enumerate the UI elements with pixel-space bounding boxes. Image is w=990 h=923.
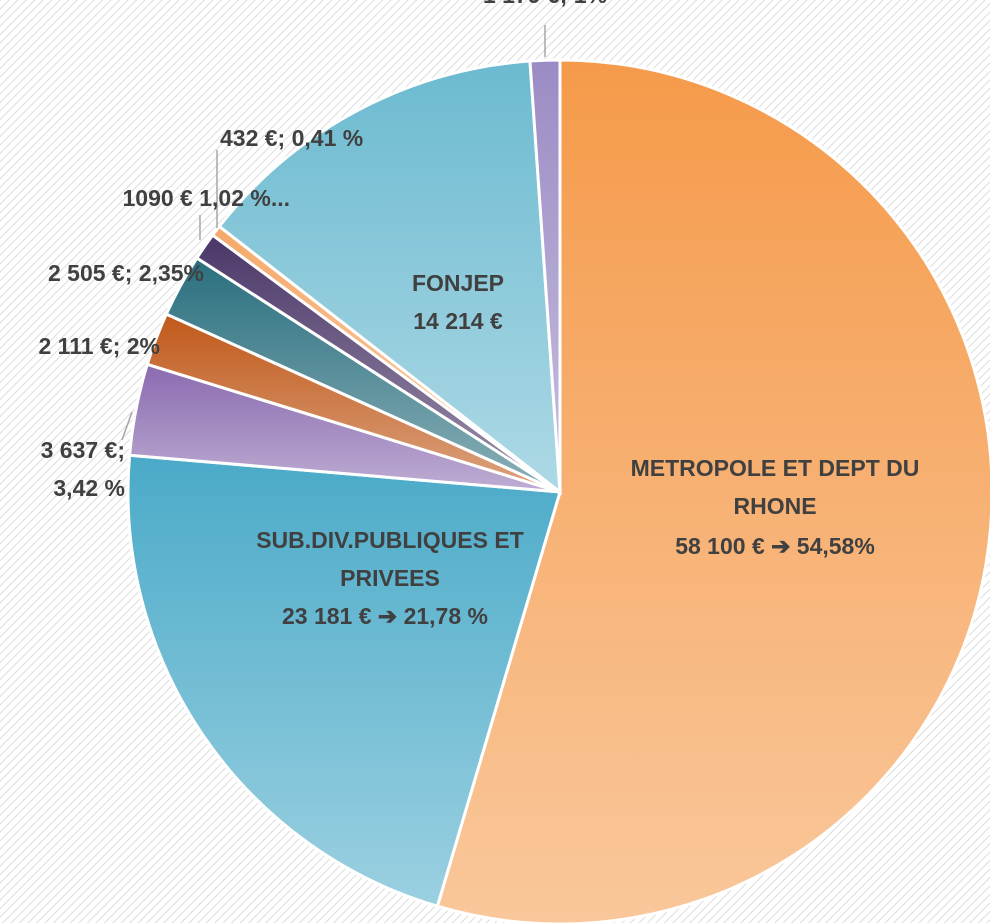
slice-shading [219,61,560,492]
slice-name: SUB.DIV.PUBLIQUES ET PRIVEES [256,527,524,591]
data-label: 3 637 €; 3,42 % [40,437,125,501]
data-label: 1090 € 1,02 %... [122,185,290,211]
slice-name: FONJEP [411,270,505,296]
slice-shading [529,60,560,492]
slice-shading [127,455,560,907]
data-label: 14 214 € [413,308,503,334]
data-label: 2 505 €; 2,35% [47,260,204,286]
slice-shading [166,258,560,492]
leader-lines [121,25,546,441]
data-label: 2 111 €; 2% [38,333,161,359]
data-label: 23 181 € ➔ 21,78 % [282,603,488,629]
slice-shading [437,60,990,923]
leader-line [121,411,133,441]
slice-name: METROPOLE ET DEPT DU RHONE [630,455,920,519]
slice-shading [196,235,560,492]
data-label: 432 €; 0,41 % [220,125,364,151]
data-label: 58 100 € ➔ 54,58% [675,533,875,559]
data-label: 1 179 €; 1% [440,0,650,14]
slice-shading [147,314,560,492]
